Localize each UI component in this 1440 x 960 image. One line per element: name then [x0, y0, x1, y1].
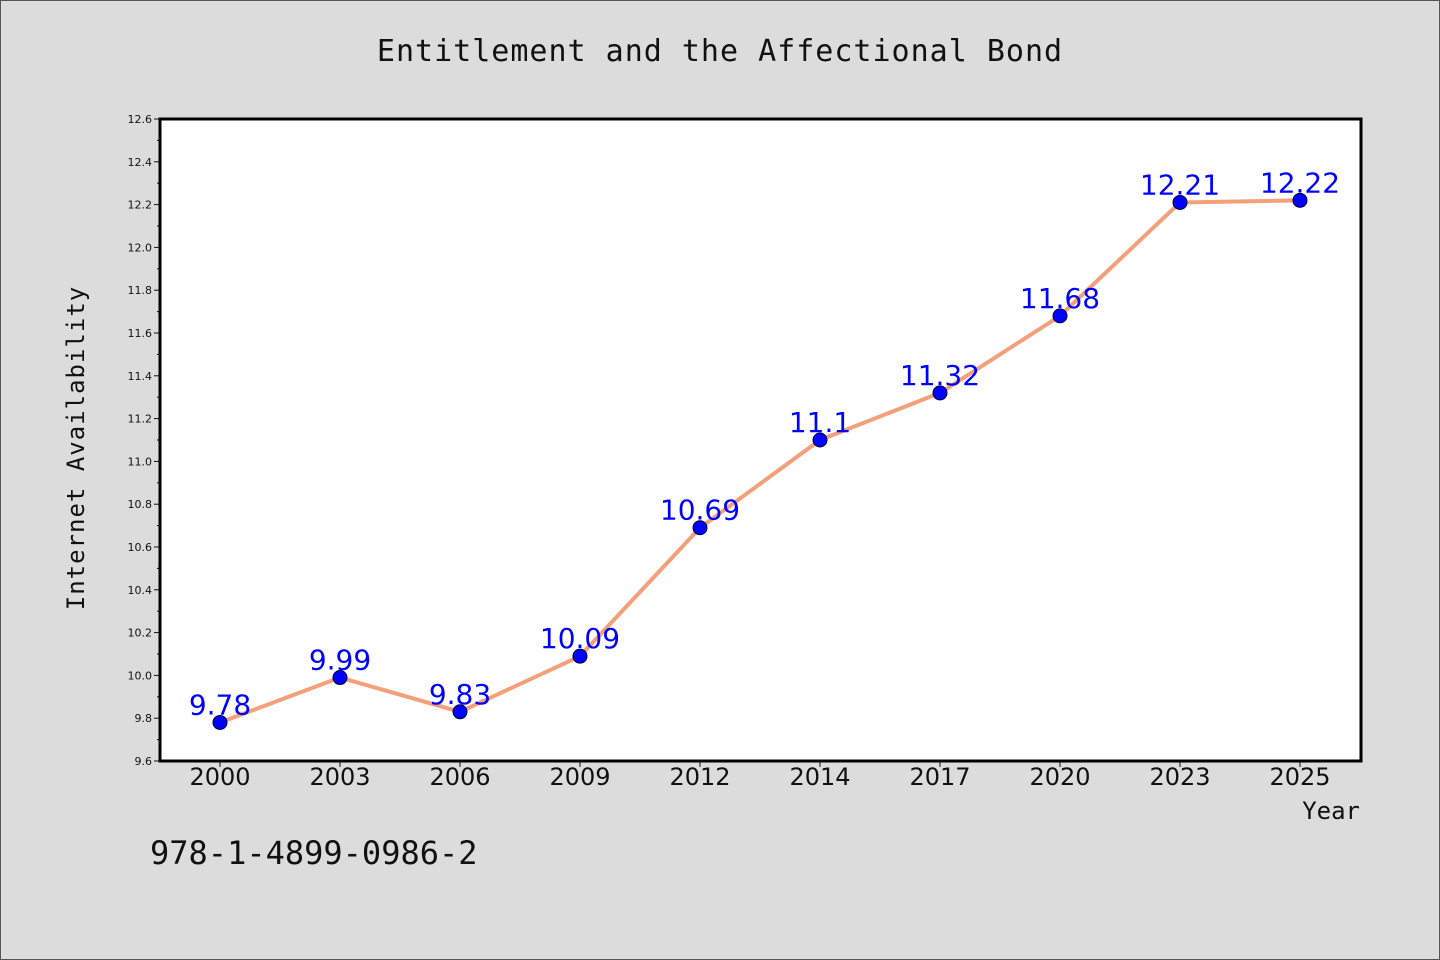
x-tick-label: 2000: [189, 763, 250, 791]
isbn-text: 978-1-4899-0986-2: [150, 834, 478, 872]
x-tick-label: 2020: [1029, 763, 1090, 791]
data-label: 11.1: [789, 406, 851, 439]
x-tick-label: 2012: [669, 763, 730, 791]
data-label: 11.32: [900, 359, 980, 392]
y-tick-label: 11.0: [128, 455, 153, 468]
x-tick-label: 2009: [549, 763, 610, 791]
y-tick-label: 10.0: [128, 669, 153, 682]
data-label: 12.21: [1140, 168, 1220, 201]
data-label: 9.99: [309, 644, 371, 677]
data-point: [332, 670, 348, 686]
data-point: [212, 714, 228, 730]
data-point: [1292, 192, 1308, 208]
data-point: [692, 520, 708, 536]
y-tick-label: 11.8: [128, 284, 153, 297]
y-tick-label: 10.8: [128, 498, 153, 511]
data-point: [1172, 194, 1188, 210]
data-label: 12.22: [1260, 166, 1340, 199]
y-tick-label: 12.4: [128, 156, 153, 169]
data-point: [932, 385, 948, 401]
data-label: 11.68: [1020, 282, 1100, 315]
y-tick-label: 12.0: [128, 241, 153, 254]
data-label: 10.09: [540, 622, 620, 655]
x-tick-label: 2023: [1149, 763, 1210, 791]
data-point: [572, 648, 588, 664]
y-tick-label: 9.8: [135, 712, 153, 725]
plot-border: [158, 117, 1363, 763]
y-tick-label: 11.6: [128, 327, 153, 340]
data-label: 9.78: [189, 688, 251, 721]
chart-title: Entitlement and the Affectional Bond: [376, 34, 1064, 69]
y-tick-label: 10.2: [128, 627, 153, 640]
y-tick-label: 11.4: [128, 370, 153, 383]
x-axis-label: Year: [1302, 797, 1360, 825]
y-tick-label: 11.2: [128, 413, 153, 426]
x-tick-label: 2014: [789, 763, 850, 791]
y-tick-label: 12.6: [128, 113, 153, 126]
y-tick-label: 10.6: [128, 541, 153, 554]
data-label: 9.83: [429, 678, 491, 711]
plot-area: [160, 119, 1361, 761]
data-point: [812, 432, 828, 448]
x-tick-label: 2025: [1269, 763, 1330, 791]
data-label: 10.69: [660, 494, 740, 527]
x-tick-label: 2006: [429, 763, 490, 791]
data-point: [1052, 308, 1068, 324]
x-tick-label: 2003: [309, 763, 370, 791]
data-point: [452, 704, 468, 720]
y-tick-label: 10.4: [128, 584, 153, 597]
x-tick-label: 2017: [909, 763, 970, 791]
series-line: [219, 198, 1301, 725]
y-tick-label: 12.2: [128, 199, 153, 212]
y-tick-label: 9.6: [135, 755, 153, 768]
